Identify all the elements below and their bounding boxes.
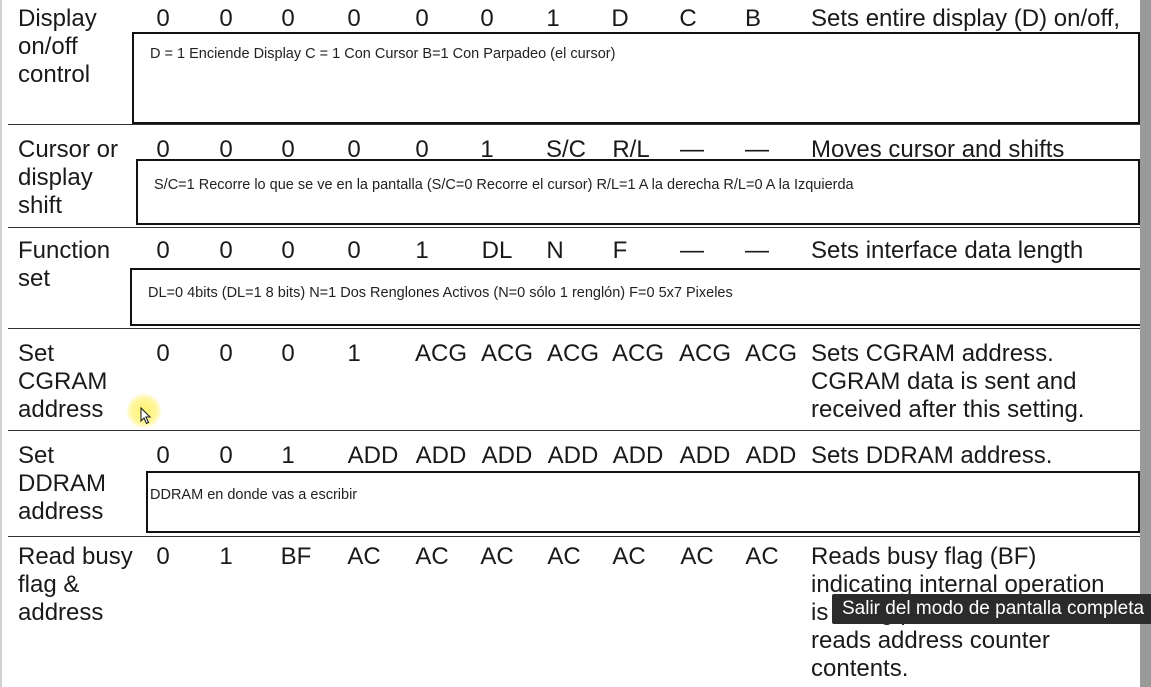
instruction-description: Sets CGRAM address. CGRAM data is sent a… — [811, 340, 1085, 423]
bit-cell: 1 — [415, 237, 429, 264]
bit-cell: 0 — [156, 543, 170, 570]
bit-cell: ADD — [612, 442, 664, 469]
bit-cell: AC — [547, 543, 581, 570]
annotation-text: DDRAM en donde vas a escribir — [150, 487, 358, 503]
bit-cell: ADD — [679, 442, 731, 469]
bit-cell: 0 — [219, 136, 233, 163]
bit-cell: N — [546, 237, 564, 264]
bit-cell: 0 — [156, 5, 170, 32]
instruction-description: Sets entire display (D) on/off, — [811, 5, 1121, 32]
left-border — [0, 0, 2, 687]
instruction-label: Cursor or display shift — [18, 136, 119, 219]
bit-cell: R/L — [612, 136, 650, 163]
instruction-label: Set CGRAM address — [18, 340, 108, 423]
bit-cell: 0 — [156, 442, 170, 469]
bit-cell: AC — [612, 543, 646, 570]
bit-cell: 1 — [347, 340, 361, 367]
bit-cell: AC — [415, 543, 449, 570]
bit-cell: ADD — [481, 442, 533, 469]
row-divider — [8, 536, 1140, 537]
fullscreen-exit-tooltip: Salir del modo de pantalla completa — [832, 594, 1151, 624]
bit-cell: 0 — [415, 136, 429, 163]
bit-cell: ADD — [745, 442, 797, 469]
bit-cell: ACG — [480, 340, 533, 367]
bit-cell: D — [611, 5, 629, 32]
bit-cell: 0 — [281, 5, 295, 32]
bit-cell: — — [680, 237, 704, 264]
bit-cell: 0 — [156, 136, 170, 163]
bit-cell: 1 — [546, 5, 560, 32]
instruction-description: Moves cursor and shifts — [811, 136, 1065, 163]
bit-cell: DL — [481, 237, 513, 264]
instruction-description: Sets DDRAM address. — [811, 442, 1053, 469]
bit-cell: 0 — [415, 5, 429, 32]
instruction-label: Display on/off control — [18, 5, 97, 88]
row-divider — [8, 124, 1140, 125]
bit-cell: ACG — [611, 340, 664, 367]
annotation-text: D = 1 Enciende Display C = 1 Con Cursor … — [150, 46, 616, 62]
bit-cell: AC — [745, 543, 779, 570]
annotation-box: DDRAM en donde vas a escribir — [146, 471, 1140, 533]
instruction-label: Function set — [18, 237, 111, 292]
bit-cell: C — [679, 5, 697, 32]
bit-cell: 0 — [480, 5, 494, 32]
bit-cell: — — [680, 136, 704, 163]
bit-cell: ADD — [347, 442, 399, 469]
annotation-text: DL=0 4bits (DL=1 8 bits) N=1 Dos Renglon… — [148, 285, 733, 301]
bit-cell: 0 — [219, 340, 233, 367]
bit-cell: AC — [347, 543, 381, 570]
row-divider — [8, 430, 1140, 431]
bit-cell: — — [745, 136, 769, 163]
bit-cell: 1 — [219, 543, 233, 570]
bit-cell: S/C — [545, 136, 586, 163]
bit-cell: AC — [480, 543, 514, 570]
annotation-text: S/C=1 Recorre lo que se ve en la pantall… — [154, 177, 854, 193]
bit-cell: 0 — [347, 5, 361, 32]
bit-cell: — — [745, 237, 769, 264]
bit-cell: F — [612, 237, 628, 264]
bit-cell: 1 — [480, 136, 494, 163]
cursor-arrow-icon — [140, 407, 152, 425]
bit-cell: ACG — [546, 340, 599, 367]
bit-cell: ACG — [414, 340, 467, 367]
bit-cell: AC — [680, 543, 714, 570]
window-edge — [1140, 0, 1151, 687]
bit-cell: ADD — [547, 442, 599, 469]
bit-cell: 0 — [156, 340, 170, 367]
bit-cell: 0 — [281, 340, 295, 367]
bit-cell: 0 — [347, 237, 361, 264]
bit-cell: 0 — [281, 237, 295, 264]
row-divider — [8, 227, 1140, 228]
instruction-description: Sets interface data length — [811, 237, 1084, 264]
bit-cell: 0 — [156, 237, 170, 264]
bit-cell: 0 — [219, 5, 233, 32]
bit-cell: 0 — [219, 237, 233, 264]
bit-cell: BF — [280, 543, 312, 570]
row-divider — [8, 328, 1140, 329]
bit-cell: ADD — [415, 442, 467, 469]
bit-cell: ACG — [678, 340, 731, 367]
instruction-label: Set DDRAM address — [18, 442, 106, 525]
bit-cell: 1 — [281, 442, 295, 469]
bit-cell: 0 — [347, 136, 361, 163]
bit-cell: ACG — [744, 340, 797, 367]
instruction-label: Read busy flag & address — [18, 543, 133, 626]
annotation-box: D = 1 Enciende Display C = 1 Con Cursor … — [132, 32, 1140, 124]
annotation-box: S/C=1 Recorre lo que se ve en la pantall… — [136, 159, 1140, 225]
bit-cell: 0 — [281, 136, 295, 163]
mouse-cursor-highlight — [126, 393, 162, 429]
bit-cell: 0 — [219, 442, 233, 469]
annotation-box: DL=0 4bits (DL=1 8 bits) N=1 Dos Renglon… — [130, 268, 1144, 326]
bit-cell: B — [744, 5, 761, 32]
